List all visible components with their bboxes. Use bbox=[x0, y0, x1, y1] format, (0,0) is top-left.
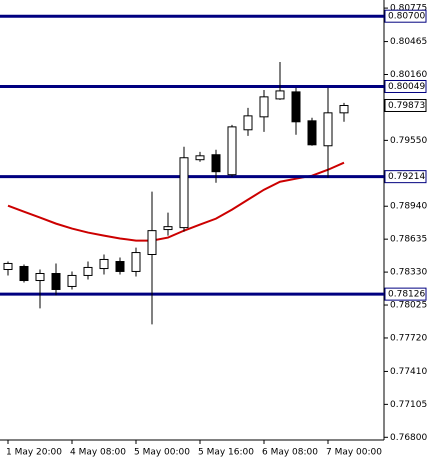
y-tick-label: 0.80160 bbox=[390, 70, 427, 80]
candle-body bbox=[323, 112, 333, 147]
level-label-box bbox=[384, 79, 427, 93]
price-label: 0.79873 bbox=[388, 101, 425, 111]
candle-body bbox=[131, 252, 141, 272]
candle-body bbox=[147, 230, 157, 255]
candle-body bbox=[115, 261, 125, 272]
moving-average bbox=[7, 161, 345, 242]
y-tick-label: 0.80775 bbox=[390, 4, 427, 14]
x-tick-label: 6 May 08:00 bbox=[262, 448, 318, 458]
candle-body bbox=[83, 266, 93, 276]
candle-body bbox=[19, 265, 29, 282]
candle-body bbox=[243, 115, 253, 131]
level-label: 0.78126 bbox=[388, 290, 425, 300]
x-tick-label: 4 May 08:00 bbox=[70, 448, 126, 458]
candle-body bbox=[307, 120, 317, 146]
candle-body bbox=[3, 262, 13, 271]
y-tick-label: 0.78025 bbox=[390, 301, 427, 311]
level-label: 0.80049 bbox=[388, 82, 425, 92]
x-tick-label: 7 May 00:00 bbox=[326, 448, 382, 458]
y-tick-label: 0.77720 bbox=[390, 333, 427, 343]
candle-body bbox=[35, 273, 45, 282]
level-label-box bbox=[384, 287, 427, 301]
y-tick-label: 0.77410 bbox=[390, 367, 427, 377]
x-tick-label: 1 May 20:00 bbox=[6, 448, 62, 458]
level-label-box bbox=[384, 9, 427, 23]
y-tick-label: 0.79550 bbox=[390, 136, 427, 146]
x-tick-label: 5 May 16:00 bbox=[198, 448, 254, 458]
candle-body bbox=[195, 155, 205, 161]
candle-body bbox=[275, 90, 285, 100]
candle-body bbox=[67, 274, 77, 287]
price-label-box bbox=[384, 98, 427, 112]
candle-body bbox=[163, 226, 173, 231]
x-tick-label: 5 May 00:00 bbox=[134, 448, 190, 458]
y-tick-label: 0.78635 bbox=[390, 235, 427, 245]
candle-body bbox=[211, 154, 221, 173]
level-label: 0.79214 bbox=[388, 172, 425, 182]
candle-body bbox=[339, 104, 349, 114]
candle-body bbox=[259, 96, 269, 118]
y-tick-label: 0.78940 bbox=[390, 202, 427, 212]
level-label-box bbox=[384, 170, 427, 184]
candle-body bbox=[291, 91, 301, 123]
y-tick-label: 0.77105 bbox=[390, 400, 427, 410]
y-tick-label: 0.76800 bbox=[390, 433, 427, 443]
y-tick-label: 0.78330 bbox=[390, 268, 427, 278]
candle-body bbox=[179, 157, 189, 229]
level-label: 0.80700 bbox=[388, 12, 425, 22]
candle-body bbox=[99, 258, 109, 270]
candle-body bbox=[51, 273, 61, 290]
candle-body bbox=[227, 126, 237, 176]
y-tick-label: 0.80465 bbox=[390, 37, 427, 47]
